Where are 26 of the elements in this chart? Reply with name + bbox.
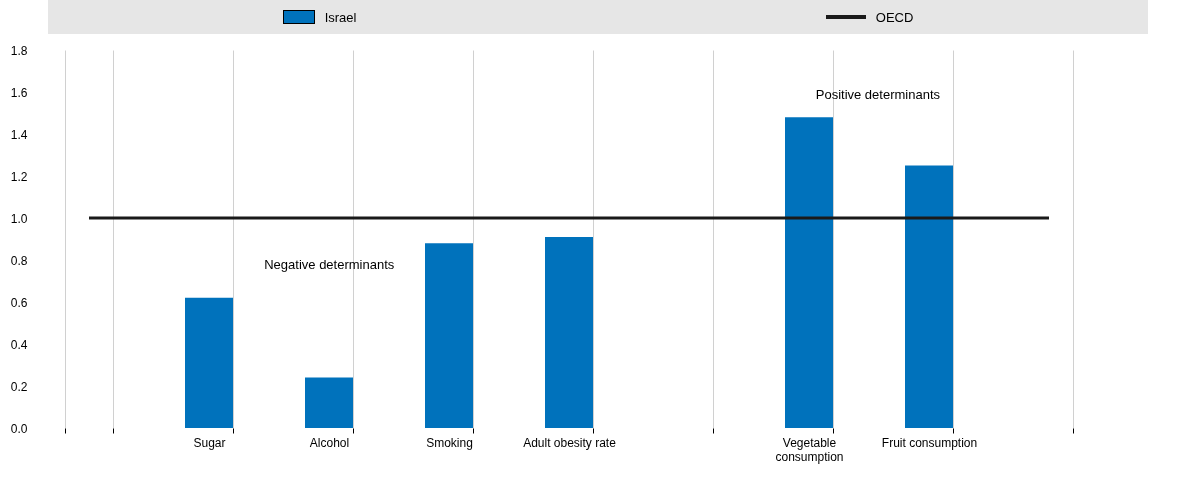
bar	[545, 236, 593, 428]
bar	[185, 297, 233, 428]
x-tick-label: Adult obesity rate	[523, 435, 617, 450]
x-tick-label: Alcohol	[309, 435, 350, 450]
x-tick-label: Sugar	[193, 435, 226, 450]
y-tick-label: 1.6	[10, 85, 28, 100]
x-tick-label: Fruit consumption	[881, 435, 978, 450]
legend-label: Israel	[324, 9, 357, 25]
y-tick-label: 0.6	[10, 295, 28, 310]
annotation: Positive determinants	[815, 87, 941, 103]
y-tick-label: 1.4	[10, 127, 28, 142]
bar	[305, 377, 353, 428]
y-tick-label: 0.4	[10, 337, 28, 352]
x-tick-label: Vegetable consumption	[775, 435, 844, 464]
y-tick-label: 1.0	[10, 211, 28, 226]
y-tick-label: 1.8	[10, 43, 28, 58]
bar	[905, 165, 953, 428]
bar	[785, 117, 833, 428]
y-tick-label: 0.2	[10, 379, 28, 394]
y-tick-label: 1.2	[10, 169, 28, 184]
legend-label: OECD	[875, 9, 914, 25]
y-tick-label: 0.0	[10, 421, 28, 436]
y-tick-label: 0.8	[10, 253, 28, 268]
annotation: Negative determinants	[264, 257, 395, 273]
bar	[425, 243, 473, 428]
x-tick-label: Smoking	[426, 435, 473, 450]
